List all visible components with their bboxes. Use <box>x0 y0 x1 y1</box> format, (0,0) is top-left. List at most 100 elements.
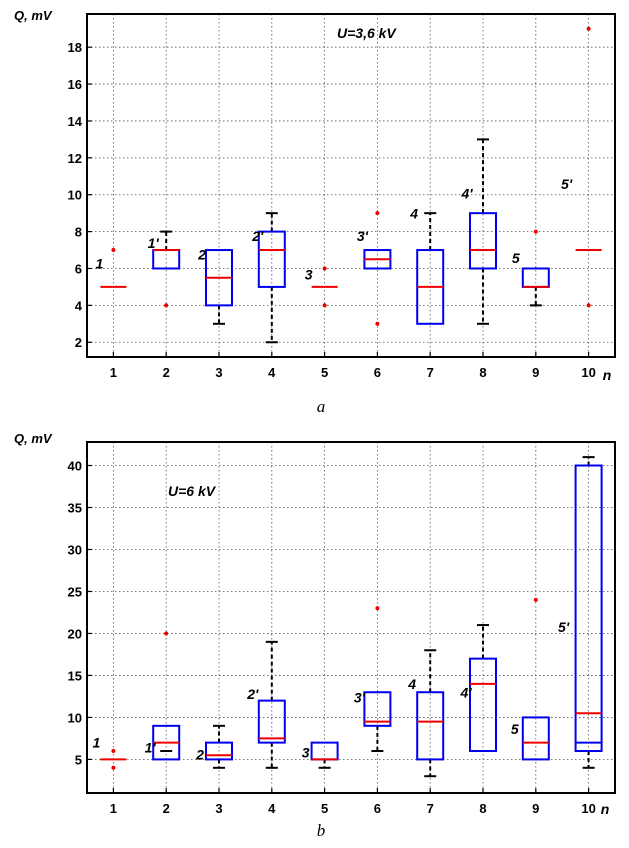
box-rect <box>469 212 497 270</box>
box-rect <box>574 464 603 753</box>
box-6: 3' <box>357 211 392 326</box>
box-4: 2' <box>246 640 286 769</box>
box-5: 3 <box>305 266 338 308</box>
y-tick-label: 16 <box>68 77 82 92</box>
y-tick-label: 30 <box>68 542 82 557</box>
outlier-point <box>164 303 169 308</box>
box-label: 3 <box>305 267 313 283</box>
x-tick-label: 7 <box>427 801 434 816</box>
box-label: 1' <box>148 235 160 251</box>
box-8: 4' <box>459 624 497 753</box>
x-tick-label: 6 <box>374 801 381 816</box>
outlier-point <box>111 765 116 770</box>
y-tick-label: 20 <box>68 626 82 641</box>
x-tick-label: 7 <box>427 365 434 380</box>
box-label: 2' <box>251 228 264 244</box>
box-10: 5' <box>558 456 603 769</box>
box-label: 5 <box>511 721 519 737</box>
panel-caption: a <box>317 397 326 416</box>
box-rect <box>257 230 286 288</box>
box-label: 2 <box>197 246 206 262</box>
box-label: 5 <box>512 250 520 266</box>
box-7: 4 <box>409 206 445 325</box>
x-tick-label: 2 <box>163 801 170 816</box>
x-tick-label: 5 <box>321 365 328 380</box>
box-10: 5' <box>561 26 602 308</box>
box-2: 1' <box>145 631 181 761</box>
box-1: 1 <box>93 735 127 770</box>
y-tick-label: 6 <box>75 261 82 276</box>
x-tick-label: 4 <box>268 365 276 380</box>
plot-frame <box>86 441 616 794</box>
y-tick-label: 2 <box>75 335 82 350</box>
y-tick-label: 18 <box>68 40 82 55</box>
box-label: 4' <box>460 185 473 201</box>
x-tick-label: 10 <box>581 365 595 380</box>
outlier-point <box>111 248 116 253</box>
x-tick-label: 8 <box>479 365 486 380</box>
box-7: 4 <box>407 649 445 778</box>
box-rect <box>257 699 286 744</box>
y-tick-label: 5 <box>75 752 82 767</box>
outlier-point <box>586 303 591 308</box>
y-tick-label: 8 <box>75 225 82 240</box>
box-label: 3' <box>354 689 366 705</box>
outlier-point <box>164 631 169 636</box>
box-label: 3' <box>357 228 369 244</box>
x-tick-label: 3 <box>215 801 222 816</box>
box-rect <box>363 691 392 727</box>
box-1: 1 <box>96 248 127 288</box>
box-9: 5 <box>512 229 550 307</box>
box-rect <box>205 741 233 761</box>
x-tick-label: 8 <box>479 801 486 816</box>
y-tick-label: 14 <box>68 114 83 129</box>
y-tick-label: 40 <box>68 459 82 474</box>
voltage-annotation: U=3,6 kV <box>337 25 397 41</box>
box-3: 2 <box>197 246 233 325</box>
x-tick-label: 9 <box>532 801 539 816</box>
x-tick-label: 2 <box>163 365 170 380</box>
box-rect <box>521 716 550 761</box>
x-tick-label: 1 <box>110 801 117 816</box>
x-tick-label: 1 <box>110 365 117 380</box>
y-axis-label: Q, mV <box>14 431 53 446</box>
y-tick-label: 35 <box>68 500 82 515</box>
box-label: 4 <box>407 676 416 692</box>
y-axis-label: Q, mV <box>14 8 53 23</box>
x-tick-label: 4 <box>268 801 276 816</box>
y-tick-label: 15 <box>68 668 82 683</box>
x-tick-label: 5 <box>321 801 328 816</box>
y-tick-label: 10 <box>68 188 82 203</box>
box-label: 2' <box>246 686 259 702</box>
outlier-point <box>111 749 116 754</box>
box-label: 2 <box>195 746 204 762</box>
outlier-point <box>322 266 327 271</box>
box-8: 4' <box>460 138 497 325</box>
y-tick-label: 10 <box>68 710 82 725</box>
x-tick-label: 3 <box>215 365 222 380</box>
box-label: 3 <box>302 745 310 761</box>
outlier-point <box>375 606 380 611</box>
box-label: 4 <box>409 206 418 222</box>
box-label: 1 <box>96 255 104 271</box>
outlier-point <box>375 211 380 216</box>
box-rect <box>469 657 497 753</box>
box-5: 3 <box>302 741 339 769</box>
box-9: 5 <box>511 597 550 761</box>
outlier-point <box>533 229 538 234</box>
box-rect <box>416 691 445 761</box>
x-tick-label: 9 <box>532 365 539 380</box>
box-label: 5' <box>561 176 573 192</box>
outlier-point <box>322 303 327 308</box>
box-label: 5' <box>558 619 570 635</box>
outlier-point <box>533 597 538 602</box>
y-tick-label: 12 <box>68 151 82 166</box>
x-axis-label: n <box>603 367 612 383</box>
box-label: 4' <box>459 684 472 700</box>
panel-caption: b <box>317 821 326 840</box>
y-tick-label: 25 <box>68 584 82 599</box>
plot-frame <box>86 13 616 358</box>
box-label: 1 <box>93 735 101 751</box>
